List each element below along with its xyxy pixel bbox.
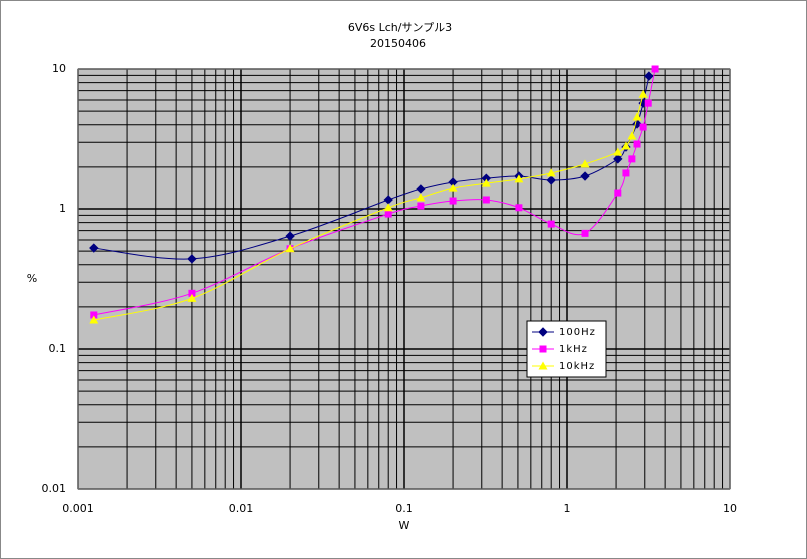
y-tick-label: 0.1: [49, 342, 67, 355]
marker: [613, 154, 623, 164]
marker: [546, 175, 556, 185]
marker: [417, 202, 425, 210]
marker: [384, 210, 392, 218]
legend: 100Hz 1kHz 10kHz: [526, 320, 607, 378]
marker: [285, 244, 295, 253]
marker: [90, 311, 98, 319]
marker: [188, 289, 196, 297]
marker: [547, 220, 555, 228]
marker: [416, 193, 426, 202]
marker: [539, 345, 547, 353]
y-tick-label: 0.01: [42, 482, 67, 495]
y-tick-label: 1: [59, 202, 66, 215]
marker: [416, 184, 426, 194]
marker: [638, 89, 648, 98]
marker: [89, 315, 99, 324]
x-tick-label: 0.1: [395, 502, 413, 515]
marker: [538, 327, 548, 337]
y-tick-label: 10: [52, 62, 66, 75]
marker: [644, 71, 654, 81]
x-tick-label: 1: [564, 502, 571, 515]
marker: [632, 112, 642, 121]
marker: [449, 197, 457, 205]
marker: [644, 99, 652, 107]
marker: [621, 141, 631, 150]
x-tick-label: 10: [723, 502, 737, 515]
y-axis-label: %: [27, 272, 37, 285]
marker: [482, 196, 490, 204]
x-axis-label: W: [399, 519, 410, 532]
lines: [89, 65, 659, 324]
marker: [89, 243, 99, 253]
marker: [546, 168, 556, 177]
marker: [639, 123, 647, 131]
marker: [538, 361, 548, 370]
chart-title: 6V6s Lch/サンプル3: [348, 21, 452, 34]
marker: [628, 155, 636, 163]
marker: [515, 204, 523, 212]
marker: [448, 183, 458, 192]
marker: [580, 171, 590, 181]
plot-border: [77, 68, 731, 490]
marker: [580, 159, 590, 168]
x-tick-label: 0.001: [62, 502, 94, 515]
marker: [633, 140, 641, 148]
marker: [481, 178, 491, 187]
marker: [627, 131, 637, 140]
marker: [383, 203, 393, 212]
marker: [614, 189, 622, 197]
chart-subtitle: 20150406: [370, 37, 426, 50]
marker: [187, 254, 197, 264]
legend-label: 100Hz: [559, 327, 596, 338]
marker: [187, 293, 197, 302]
marker: [581, 229, 589, 237]
marker: [651, 65, 659, 73]
marker: [285, 231, 295, 241]
x-tick-label: 0.01: [229, 502, 254, 515]
marker: [622, 169, 630, 177]
legend-label: 10kHz: [559, 361, 595, 372]
marker: [613, 147, 623, 156]
marker: [514, 174, 524, 183]
legend-label: 1kHz: [559, 344, 588, 355]
